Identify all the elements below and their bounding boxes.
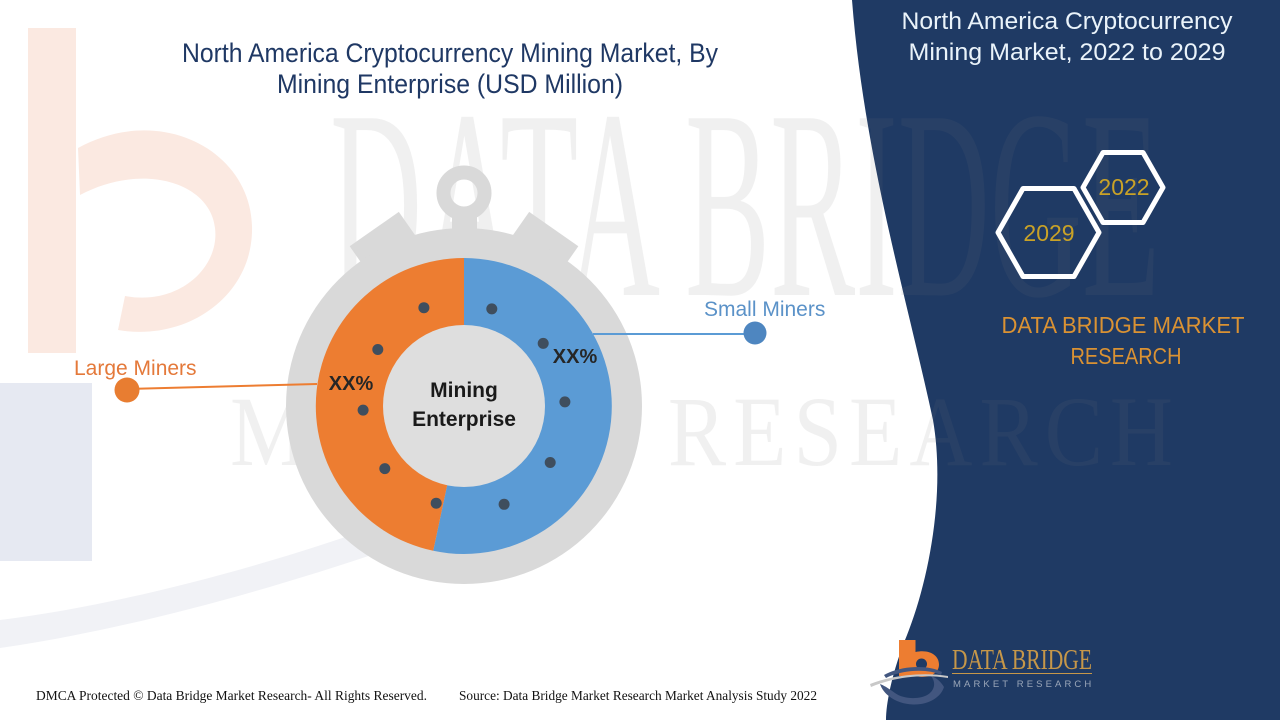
svg-text:Mining: Mining: [430, 379, 498, 402]
svg-text:Source: Data Bridge Market Res: Source: Data Bridge Market Research Mark…: [459, 689, 817, 704]
svg-text:2029: 2029: [1023, 220, 1074, 246]
svg-text:MARKET RESEARCH: MARKET RESEARCH: [953, 679, 1094, 690]
svg-text:XX%: XX%: [553, 346, 598, 368]
svg-text:XX%: XX%: [329, 373, 374, 395]
svg-text:DATA BRIDGE: DATA BRIDGE: [952, 644, 1092, 676]
svg-text:DATA BRIDGE MARKET: DATA BRIDGE MARKET: [1002, 312, 1245, 338]
svg-text:North America Cryptocurrency M: North America Cryptocurrency Mining Mark…: [182, 38, 718, 68]
svg-text:Mining Market, 2022 to 2029: Mining Market, 2022 to 2029: [909, 39, 1226, 66]
svg-text:RESEARCH: RESEARCH: [1071, 343, 1182, 369]
svg-text:Enterprise: Enterprise: [412, 408, 516, 431]
svg-text:North America Cryptocurrency: North America Cryptocurrency: [902, 8, 1233, 35]
svg-text:2022: 2022: [1098, 174, 1149, 200]
svg-text:Mining Enterprise (USD Million: Mining Enterprise (USD Million): [277, 69, 623, 99]
svg-text:Small Miners: Small Miners: [704, 298, 825, 321]
svg-text:DMCA Protected © Data Bridge M: DMCA Protected © Data Bridge Market Rese…: [36, 689, 427, 704]
svg-text:Large Miners: Large Miners: [74, 357, 197, 380]
